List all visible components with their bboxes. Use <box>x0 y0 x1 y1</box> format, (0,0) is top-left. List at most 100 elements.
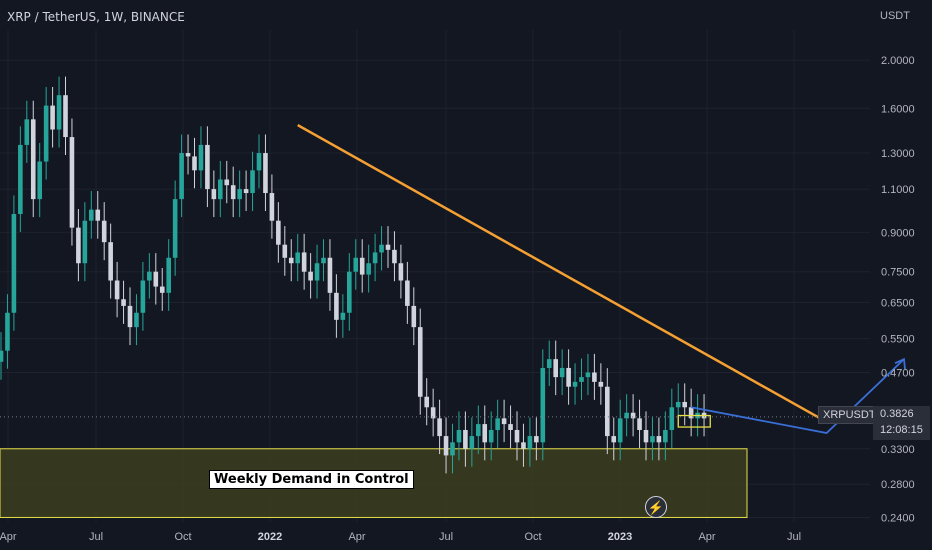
candle-body <box>321 257 326 264</box>
candle-body <box>108 242 113 281</box>
candle-body <box>585 372 591 378</box>
candle-body <box>24 119 30 145</box>
candle-body <box>682 401 687 408</box>
candle-body <box>456 430 462 443</box>
price-tick-label: 1.1000 <box>881 184 915 196</box>
candle-body <box>5 312 10 351</box>
candle-body <box>463 430 468 449</box>
candle-body <box>366 263 371 275</box>
price-axis-unit: USDT <box>880 10 910 22</box>
price-axis[interactable]: 2.0000 1.6000 1.3000 1.1000 0.9000 0.7500 0.65… <box>881 55 915 524</box>
candle-body <box>508 424 513 431</box>
candle-body <box>127 305 133 328</box>
candle-body <box>250 170 255 194</box>
candle-body <box>308 271 313 281</box>
candle-body <box>63 95 68 138</box>
trendline[interactable] <box>297 123 821 420</box>
candle-body <box>37 161 42 200</box>
candle-body <box>192 156 197 171</box>
candle-body <box>263 153 268 194</box>
candle-body <box>637 418 642 431</box>
candle-body <box>514 430 520 443</box>
candle-body <box>205 144 210 190</box>
time-tick-label: 2023 <box>608 531 632 543</box>
candle-body <box>334 292 339 320</box>
candle-body <box>18 144 23 215</box>
price-tick-label: 0.7500 <box>881 267 915 279</box>
price-tick-label: 0.9000 <box>881 227 915 239</box>
projection-arrowhead <box>894 357 906 370</box>
time-tick-label: Apr <box>0 531 17 543</box>
candle-body <box>540 367 546 443</box>
candle-body <box>101 220 107 243</box>
price-tick-label: 0.2800 <box>881 479 915 491</box>
price-tick-label: 0.6500 <box>881 298 915 310</box>
price-tick-label: 0.5500 <box>881 334 915 346</box>
candle-body <box>179 153 184 200</box>
candle-body <box>256 153 262 171</box>
candle-body <box>572 381 578 387</box>
candle-body <box>527 436 533 449</box>
candle-body <box>624 412 629 419</box>
candle-body <box>276 220 281 245</box>
candle-body <box>405 280 410 306</box>
candle-body <box>559 367 565 378</box>
candle-body <box>521 442 526 449</box>
chart-title: XRP / TetherUS, 1W, BINANCE <box>7 10 185 24</box>
candle-body <box>56 95 62 130</box>
candle-body <box>76 227 81 264</box>
candle-body <box>392 249 397 264</box>
candle-body <box>611 436 617 443</box>
price-tick-label: 1.3000 <box>881 148 915 160</box>
candle-body <box>630 412 636 419</box>
candle-body <box>347 271 352 313</box>
candle-body <box>417 327 423 397</box>
candle-body <box>69 137 75 228</box>
candle-body <box>243 189 249 194</box>
candle-body <box>185 153 191 157</box>
candle-body <box>147 271 152 281</box>
candle-body <box>656 436 662 443</box>
candle-body <box>469 436 475 449</box>
candle-body <box>159 286 165 293</box>
symbol-tag: XRPUSDT <box>818 406 881 424</box>
candle-body <box>50 105 55 130</box>
candle-body <box>598 381 604 387</box>
candle-body <box>0 350 4 362</box>
candle-body <box>198 144 204 171</box>
candle-body <box>501 418 507 425</box>
candle-body <box>566 367 571 387</box>
candle-body <box>95 209 101 221</box>
candle-body <box>340 312 346 320</box>
candle-body <box>385 244 391 250</box>
candle-body <box>172 199 178 258</box>
candle-body <box>295 252 300 264</box>
candle-body <box>398 263 404 281</box>
lightning-bolt-icon[interactable]: ⚡ <box>645 496 667 518</box>
projection-arrow[interactable] <box>690 357 906 434</box>
candle-body <box>476 424 481 437</box>
candle-body <box>89 209 94 221</box>
candle-body <box>11 214 17 313</box>
candle-body <box>553 359 558 378</box>
candle-body <box>359 257 365 275</box>
candle-body <box>327 257 333 293</box>
time-tick-label: Apr <box>698 531 715 543</box>
time-tick-label: Jul <box>787 531 801 543</box>
current-price: 0.3826 <box>880 408 914 420</box>
price-tick-label: 0.2400 <box>881 512 915 524</box>
demand-zone-label: Weekly Demand in Control <box>209 470 414 489</box>
price-tick-label: 2.0000 <box>881 55 915 67</box>
candle-body <box>579 377 584 382</box>
candle-body <box>314 263 320 281</box>
candle-body <box>663 430 668 443</box>
candle-body <box>605 386 610 437</box>
time-axis[interactable]: Apr Jul Oct 2022 Apr Jul Oct 2023 Apr Jul <box>0 531 801 543</box>
candle-body <box>411 305 417 328</box>
time-tick-label: 2022 <box>258 531 282 543</box>
candle-body <box>288 257 294 264</box>
candle-body <box>592 372 597 382</box>
candle-body <box>82 220 88 264</box>
time-tick-label: Jul <box>439 531 453 543</box>
